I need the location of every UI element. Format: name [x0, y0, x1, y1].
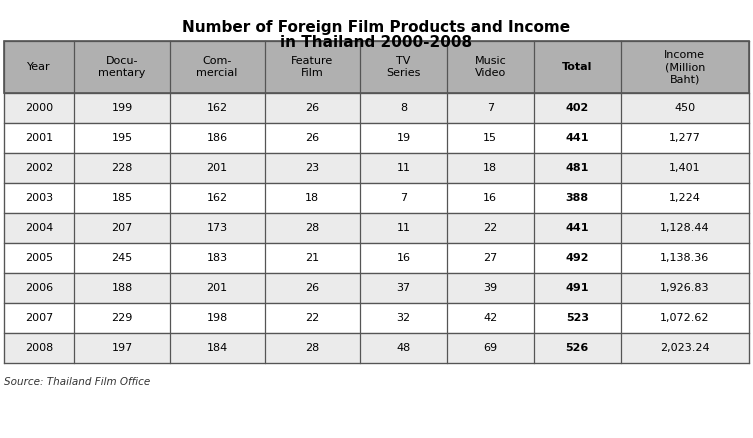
- Text: 2005: 2005: [25, 253, 53, 263]
- Text: Docu-
mentary: Docu- mentary: [99, 56, 145, 78]
- Text: 37: 37: [396, 283, 410, 293]
- Text: 2001: 2001: [25, 133, 53, 143]
- Text: in Thailand 2000-2008: in Thailand 2000-2008: [280, 35, 473, 50]
- Text: 26: 26: [305, 133, 319, 143]
- Text: 183: 183: [206, 253, 227, 263]
- Text: 11: 11: [396, 223, 410, 233]
- Bar: [4, 183, 749, 213]
- Text: 228: 228: [111, 163, 133, 173]
- Text: 16: 16: [483, 193, 497, 203]
- Bar: [4, 273, 749, 303]
- Text: Income
(Million
Baht): Income (Million Baht): [664, 49, 706, 85]
- Text: 42: 42: [483, 313, 498, 323]
- Text: 2003: 2003: [25, 193, 53, 203]
- Text: 188: 188: [111, 283, 133, 293]
- Text: Number of Foreign Film Products and Income: Number of Foreign Film Products and Inco…: [182, 20, 571, 35]
- Text: 39: 39: [483, 283, 498, 293]
- Text: 2008: 2008: [25, 343, 53, 353]
- Text: Com-
mercial: Com- mercial: [197, 56, 238, 78]
- Text: 162: 162: [206, 193, 227, 203]
- Text: 11: 11: [396, 163, 410, 173]
- Text: Year: Year: [27, 62, 51, 72]
- Text: 2004: 2004: [25, 223, 53, 233]
- Text: 28: 28: [305, 343, 319, 353]
- Text: 245: 245: [111, 253, 133, 263]
- Text: 1,926.83: 1,926.83: [660, 283, 709, 293]
- Text: 48: 48: [396, 343, 410, 353]
- Text: 388: 388: [566, 193, 589, 203]
- Bar: [4, 333, 749, 363]
- Text: TV
Series: TV Series: [386, 56, 421, 78]
- Bar: [4, 153, 749, 183]
- Bar: [4, 243, 749, 273]
- Text: 195: 195: [111, 133, 133, 143]
- Text: 2,023.24: 2,023.24: [660, 343, 709, 353]
- Text: 28: 28: [305, 223, 319, 233]
- Text: 8: 8: [400, 103, 407, 113]
- Text: 441: 441: [566, 133, 589, 143]
- Text: 22: 22: [483, 223, 498, 233]
- Text: 492: 492: [566, 253, 589, 263]
- Text: 21: 21: [305, 253, 319, 263]
- Text: 491: 491: [566, 283, 589, 293]
- Bar: [4, 303, 749, 333]
- Text: 1,128.44: 1,128.44: [660, 223, 709, 233]
- Text: 197: 197: [111, 343, 133, 353]
- Text: Source: Thailand Film Office: Source: Thailand Film Office: [4, 377, 151, 387]
- Text: 184: 184: [206, 343, 227, 353]
- Text: 199: 199: [111, 103, 133, 113]
- Text: 32: 32: [396, 313, 410, 323]
- Bar: [4, 213, 749, 243]
- Text: 162: 162: [206, 103, 227, 113]
- Text: 18: 18: [483, 163, 498, 173]
- Text: 2006: 2006: [25, 283, 53, 293]
- Text: 526: 526: [566, 343, 589, 353]
- Text: 1,072.62: 1,072.62: [660, 313, 709, 323]
- Text: 201: 201: [206, 163, 227, 173]
- Text: 207: 207: [111, 223, 133, 233]
- Text: 173: 173: [206, 223, 227, 233]
- Text: 523: 523: [566, 313, 589, 323]
- Text: 185: 185: [111, 193, 133, 203]
- Text: 19: 19: [396, 133, 410, 143]
- Text: 450: 450: [674, 103, 696, 113]
- Text: 186: 186: [206, 133, 227, 143]
- Text: Music
Video: Music Video: [474, 56, 506, 78]
- Text: 481: 481: [566, 163, 589, 173]
- Text: 22: 22: [305, 313, 319, 323]
- Text: 18: 18: [305, 193, 319, 203]
- Text: 229: 229: [111, 313, 133, 323]
- Text: 7: 7: [486, 103, 494, 113]
- Text: 15: 15: [483, 133, 497, 143]
- Text: 1,277: 1,277: [669, 133, 701, 143]
- Text: 2000: 2000: [25, 103, 53, 113]
- Text: 26: 26: [305, 283, 319, 293]
- Text: 198: 198: [206, 313, 227, 323]
- Text: 2007: 2007: [25, 313, 53, 323]
- Text: Feature
Film: Feature Film: [291, 56, 334, 78]
- Bar: [4, 123, 749, 153]
- Text: 1,224: 1,224: [669, 193, 701, 203]
- Text: 2002: 2002: [25, 163, 53, 173]
- Text: 1,138.36: 1,138.36: [660, 253, 709, 263]
- Text: 69: 69: [483, 343, 498, 353]
- Text: 402: 402: [566, 103, 589, 113]
- Text: 201: 201: [206, 283, 227, 293]
- Text: 16: 16: [396, 253, 410, 263]
- Text: 441: 441: [566, 223, 589, 233]
- Text: 23: 23: [305, 163, 319, 173]
- Text: 7: 7: [400, 193, 407, 203]
- Bar: [4, 93, 749, 123]
- Text: 1,401: 1,401: [669, 163, 700, 173]
- Text: 26: 26: [305, 103, 319, 113]
- Text: Total: Total: [562, 62, 593, 72]
- Text: 27: 27: [483, 253, 498, 263]
